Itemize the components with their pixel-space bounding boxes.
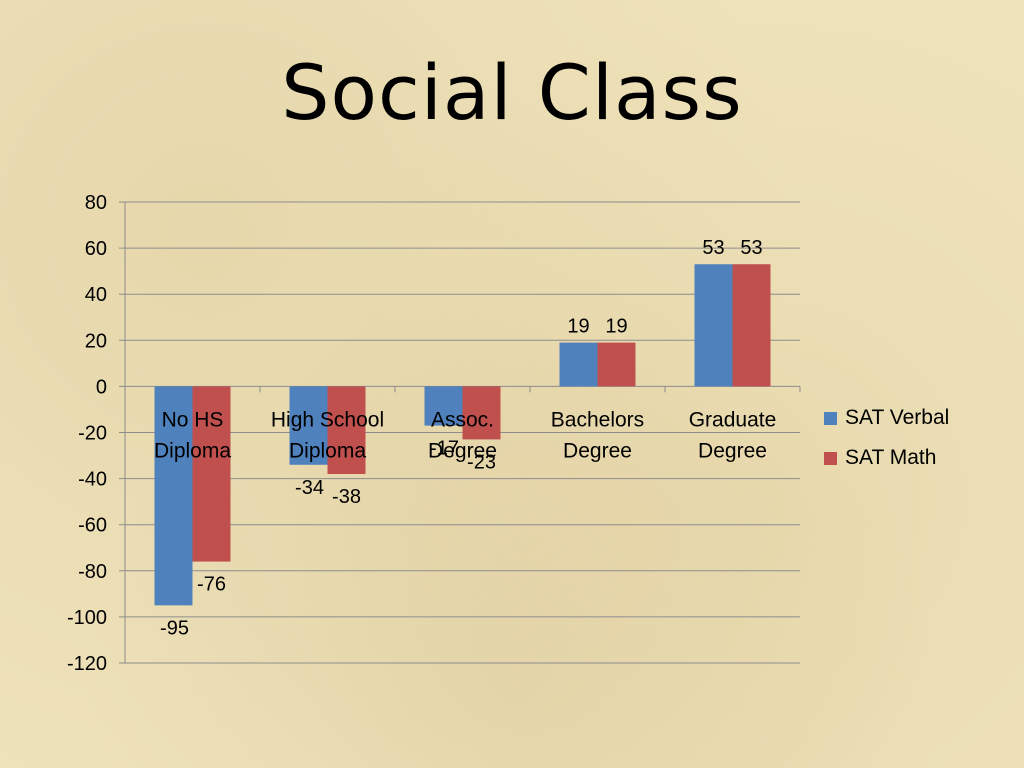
category-label-line: Bachelors xyxy=(551,408,644,431)
y-tick-label: 60 xyxy=(85,238,107,260)
gridlines xyxy=(125,201,800,664)
category-label-line: Degree xyxy=(698,439,767,462)
category-label-line: No HS xyxy=(162,408,224,431)
category-label: High School Diploma xyxy=(271,408,384,462)
data-label: 53 xyxy=(740,237,762,259)
y-tick-label: -40 xyxy=(78,469,107,491)
bar-sat-verbal xyxy=(694,264,733,387)
y-tick-label: -100 xyxy=(67,607,107,629)
y-tick-label: -60 xyxy=(78,515,107,537)
legend-label-sat-math: SAT Math xyxy=(845,446,937,469)
data-label: 53 xyxy=(702,237,724,259)
category-label-line: Degree xyxy=(428,439,497,462)
data-label: -23 xyxy=(467,451,496,473)
legend-swatch-sat-verbal xyxy=(824,411,837,425)
bars xyxy=(154,264,771,606)
category-label-line: Degree xyxy=(563,439,632,462)
data-label: 19 xyxy=(605,316,627,338)
category-label-line: Diploma xyxy=(154,439,231,462)
category-labels: No HS Diploma High School Diploma Assoc. Degr… xyxy=(154,408,776,462)
bar-sat-math xyxy=(732,264,771,387)
legend-swatch-sat-math xyxy=(824,451,837,465)
category-label: No HS Diploma xyxy=(154,408,231,462)
category-label: Graduate Degree xyxy=(689,408,777,462)
data-label: -17 xyxy=(430,438,459,460)
category-label-line: High School xyxy=(271,408,384,431)
category-label: Assoc. Degree xyxy=(428,408,497,462)
data-labels: -95 -34 -17 19 53 -76 -38 -23 19 53 xyxy=(160,237,763,639)
y-tick-label: 20 xyxy=(85,330,107,352)
y-tick-label: 40 xyxy=(85,284,107,306)
bar-sat-verbal xyxy=(424,386,463,426)
bar-sat-math xyxy=(192,386,231,562)
category-label-line: Assoc. xyxy=(431,408,494,431)
data-label: -34 xyxy=(295,477,324,499)
y-tick-label: -120 xyxy=(67,653,107,675)
category-label-line: Graduate xyxy=(689,408,777,431)
data-label: -76 xyxy=(197,574,226,596)
y-tick-label: -80 xyxy=(78,561,107,583)
category-label-line: Diploma xyxy=(289,439,366,462)
y-tick-label: 80 xyxy=(85,192,107,214)
bar-sat-verbal xyxy=(154,386,193,606)
legend-item-sat-verbal: SAT Verbal xyxy=(824,398,949,438)
bar-sat-math xyxy=(327,386,366,474)
data-label: -95 xyxy=(160,617,189,639)
bar-sat-math xyxy=(597,342,636,387)
chart-legend: SAT Verbal SAT Math xyxy=(824,398,949,478)
legend-label-sat-verbal: SAT Verbal xyxy=(845,406,950,429)
slide-title: Social Class xyxy=(281,48,743,137)
category-label: Bachelors Degree xyxy=(551,408,644,462)
legend-item-sat-math: SAT Math xyxy=(824,438,949,478)
y-tick-label: -20 xyxy=(78,423,107,445)
data-label: 19 xyxy=(567,316,589,338)
bar-sat-verbal xyxy=(559,342,598,387)
y-tick-label: 0 xyxy=(96,376,107,398)
y-axis: 80 60 40 20 0 -20 -40 -60 -80 -100 -120 xyxy=(67,192,801,675)
bar-sat-verbal xyxy=(289,386,328,465)
data-label: -38 xyxy=(332,486,361,508)
bar-sat-math xyxy=(462,386,501,440)
